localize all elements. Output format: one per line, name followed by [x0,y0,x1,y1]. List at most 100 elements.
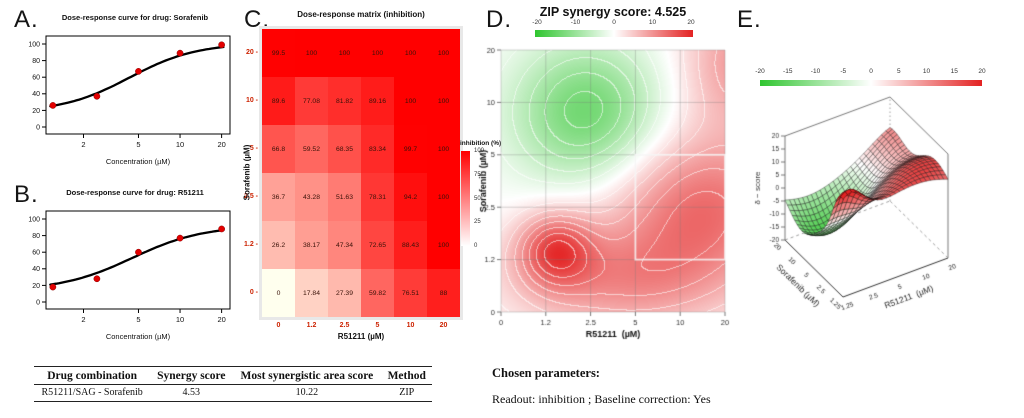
heatmap-cell-value: 76.51 [401,289,419,297]
x-tick-label: 10 [176,315,184,324]
heatmap-cell-value: 59.52 [302,145,320,153]
heatmap-col-label: 20 [439,322,448,329]
y-tick-label: 100 [28,41,40,48]
cell-drug-combination: R51211/SAG - Sorafenib [34,384,151,402]
x-tick-label: 2 [81,315,85,324]
col-synergy-score: Synergy score [150,366,233,385]
chosen-parameters-heading: Chosen parameters: [492,366,600,380]
heatmap-cell-value: 100 [437,193,450,201]
heatmap-cell-value: 78.31 [368,193,386,201]
heatmap-cell-value: 27.39 [335,289,353,297]
synergy-contour-plot [478,40,732,342]
heatmap-cell: 43.28 [295,173,328,221]
heatmap-cell-value: 100 [371,49,384,57]
heatmap-col-label: 10 [406,322,415,329]
synergy-colorbar-tick: 10 [648,19,657,26]
heatmap-legend-tick: 50 [474,196,481,202]
heatmap-legend-tick: 25 [474,219,481,225]
heatmap-cell: 72.65 [361,221,394,269]
surface-colorbar-tick: 0 [869,68,873,75]
heatmap-cell: 100 [427,173,460,221]
panel-label-e: E. [737,6,762,33]
heatmap-cell: 99.7 [394,125,427,173]
chart-title-a: Dose-response curve for drug: Sorafenib [61,13,209,22]
data-point [49,283,57,291]
heatmap-cell: 76.51 [394,269,427,317]
data-point [176,49,184,57]
heatmap-cell-value: 26.2 [271,241,286,249]
heatmap-cell-value: 94.2 [403,193,418,201]
heatmap-cell-value: 47.34 [335,241,353,249]
y-tick-label: 20 [32,283,40,290]
y-tick-label: 100 [28,216,40,223]
heatmap-cell: 100 [361,29,394,77]
heatmap-cell-value: 100 [437,49,450,57]
heatmap-col-label: 5 [375,322,380,329]
heatmap-legend-tick: 0 [474,243,478,249]
data-point [93,275,101,283]
zip-synergy-score-title: ZIP synergy score: 4.525 [539,5,687,19]
chosen-parameters-block: Chosen parameters: Readout: inhibition ;… [492,366,711,407]
panel-label-d: D. [486,6,512,33]
heatmap-cell: 100 [427,125,460,173]
surface-colorbar-tick: -20 [755,68,765,75]
heatmap-cell: 68.35 [328,125,361,173]
heatmap-cell-value: 100 [404,49,417,57]
y-tick-label: 0 [36,299,40,306]
heatmap-x-axis-title: R51211 (µM) [337,332,385,341]
heatmap-cell: 100 [295,29,328,77]
heatmap-cell-value: 100 [437,241,450,249]
heatmap-col-label: 2.5 [339,322,350,329]
heatmap-col-label: 1.2 [306,322,317,329]
x-tick-label: 5 [136,140,140,149]
heatmap-cell-value: 43.28 [302,193,320,201]
heatmap-cell: 100 [427,77,460,125]
plot-frame [45,210,231,310]
heatmap-cell: 100 [394,29,427,77]
col-drug-combination: Drug combination [34,366,151,385]
heatmap-cell-value: 36.7 [271,193,286,201]
heatmap-cell-value: 99.7 [403,145,418,153]
panel-synergy-3d-surface: E. -20 -15 -10 -5 0 5 10 15 20 [730,0,1024,355]
heatmap-row-label: 10 - [245,97,258,104]
panel-dose-curve-r51211: B. Dose-response curve for drug: R51211 … [6,177,240,350]
heatmap-row-label: 5 - [249,145,258,152]
x-tick-label: 5 [136,315,140,324]
heatmap-cell-value: 51.63 [335,193,353,201]
heatmap-cell-value: 89.6 [271,97,286,105]
fit-curve [49,229,225,286]
heatmap-cell-value: 89.16 [368,97,386,105]
heatmap-col-label: 0 [276,322,281,329]
heatmap-cell: 47.34 [328,221,361,269]
inhibition-heatmap: 99.5 100 100 100 100 100 89.6 77.08 81.82 89.16 10… [240,0,492,365]
heatmap-cell: 81.82 [328,77,361,125]
heatmap-cell: 100 [328,29,361,77]
heatmap-cell: 100 [427,221,460,269]
chart-title-c: Dose-response matrix (inhibition) [297,10,425,19]
chart-title-b: Dose-response curve for drug: R51211 [66,188,204,197]
data-point [218,41,225,49]
synergy-colorbar-tick: 0 [612,19,616,26]
y-tick-label: 80 [32,233,40,240]
heatmap-cell: 89.6 [262,77,295,125]
y-tick-label: 40 [32,91,40,98]
synergy-colorbar [535,30,693,37]
dose-curve-chart-r51211: 0 20 40 60 80 100 2 5 10 20 Concentration (µM) [28,210,231,341]
x-tick-label: 20 [217,140,225,149]
heatmap-y-axis-title: Sorafenib (µM) [242,144,252,201]
heatmap-cell-value: 68.35 [335,145,353,153]
surface-colorbar-tick: 10 [922,68,931,75]
data-point [176,234,184,242]
heatmap-cell-value: 100 [305,49,318,57]
y-tick-label: 60 [32,250,40,257]
heatmap-cell-value: 59.82 [368,289,386,297]
heatmap-legend-gradient [461,151,470,246]
panel-dose-response-matrix: C. Dose-response matrix (inhibition) 99.… [240,0,502,365]
cell-method: ZIP [381,384,432,402]
heatmap-cell-value: 17.84 [302,289,320,297]
heatmap-row-label: 0 - [249,289,258,296]
heatmap-cell: 88 [427,269,460,317]
dose-curve-chart-sorafenib: 0 20 40 60 80 100 2 5 10 20 Concentration (µM) [28,35,231,166]
heatmap-cell: 38.17 [295,221,328,269]
heatmap-cell-value: 100 [437,145,450,153]
